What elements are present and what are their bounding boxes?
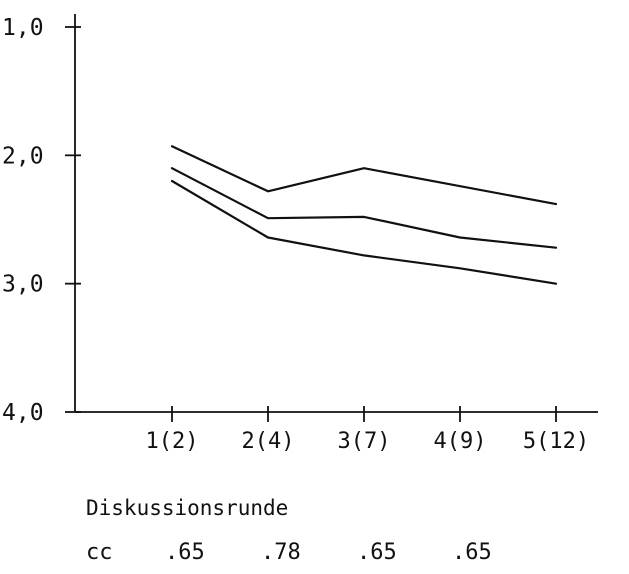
cc-value-3: .65 [357,540,397,565]
x-tick-label: 2(4) [242,429,295,454]
series-line-2 [170,167,558,249]
cc-label: cc [86,540,113,565]
cc-value-2: .78 [261,540,301,565]
x-tick-label: 1(2) [146,429,199,454]
series-line-1 [170,145,558,206]
cc-row: cc .65 .78 .65 .65 [0,540,629,570]
y-tick-label: 3,0 [2,272,44,298]
cc-value-1: .65 [165,540,205,565]
x-axis-ticks: 1(2) 2(4) 3(7) 4(9) 5(12) [146,406,589,454]
y-axis-ticks: 1,0 2,0 3,0 4,0 [2,15,81,426]
x-tick-label: 4(9) [434,429,487,454]
axes [74,14,598,413]
y-tick-label: 2,0 [2,143,44,169]
x-tick-label: 3(7) [338,429,391,454]
y-tick-label: 4,0 [2,400,44,426]
series-line-3 [170,179,558,285]
x-axis-label: Diskussionsrunde [86,496,289,520]
x-tick-label: 5(12) [523,429,589,454]
series-lines [170,145,558,285]
cc-value-4: .65 [452,540,492,565]
y-tick-label: 1,0 [2,15,44,41]
